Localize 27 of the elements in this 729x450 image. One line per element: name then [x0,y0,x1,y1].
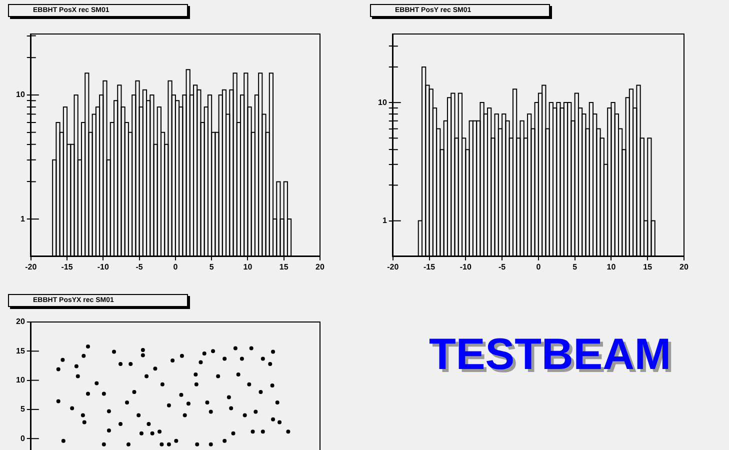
x-tick-label: -15 [61,262,74,272]
x-tick-label: 15 [643,262,653,272]
y-tick-label: 1 [20,214,26,224]
x-tick-label: 5 [572,262,578,272]
x-tick-label: -10 [460,262,472,272]
x-tick-label: 20 [316,262,325,272]
x-tick-label: 10 [606,262,616,272]
x-tick-label: 15 [279,262,289,272]
y-tick-label: 1 [382,216,388,226]
text: TESTBEAM [428,330,672,380]
y-tick-label: 0 [20,434,26,443]
x-tick-label: 0 [173,262,178,272]
y-tick-label: 10 [16,90,26,100]
x-tick-label: -5 [498,262,506,272]
x-tick-label: 20 [680,262,689,272]
x-tick-label: 5 [209,262,214,272]
x-tick-label: -15 [424,262,436,272]
x-tick-label: -20 [387,262,400,272]
y-tick-label: 20 [16,317,26,326]
x-tick-label: -20 [25,262,38,272]
x-tick-label: 0 [536,262,542,272]
x-tick-label: -10 [97,262,110,272]
x-tick-label: 10 [243,262,253,272]
y-tick-label: 15 [16,346,26,356]
x-tick-label: -5 [136,262,144,272]
y-tick-label: 5 [20,404,26,414]
y-tick-label: 10 [16,376,26,385]
